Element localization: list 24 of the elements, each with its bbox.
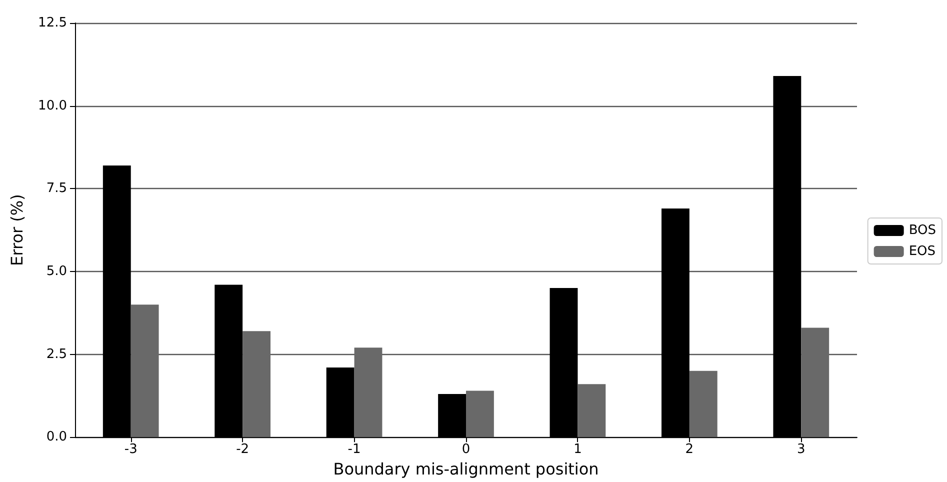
y-tick-label: 2.5 <box>46 346 67 362</box>
y-tick-label: 12.5 <box>38 16 67 30</box>
y-axis-title: Error (%) <box>8 194 26 266</box>
y-tick-label: 5.0 <box>46 264 67 279</box>
legend-label: BOS <box>908 223 936 238</box>
x-axis-title: Boundary mis-alignment position <box>333 460 599 478</box>
x-tick-label: -1 <box>348 442 361 458</box>
bar <box>242 331 270 438</box>
x-tick-label: 0 <box>462 442 470 458</box>
x-tick-label: 3 <box>797 442 806 458</box>
x-tick-label: 1 <box>574 442 582 458</box>
bar <box>689 370 718 438</box>
x-tick-label: -2 <box>236 442 250 458</box>
y-tick-label: 7.5 <box>46 181 67 196</box>
y-tick-label: 10.0 <box>38 98 67 114</box>
bar <box>354 348 382 438</box>
bar <box>578 384 606 438</box>
bar <box>130 304 159 438</box>
bar <box>801 328 830 438</box>
y-tick-label: 0.0 <box>46 430 67 445</box>
bar <box>466 390 494 438</box>
legend-label: EOS <box>908 244 936 259</box>
x-tick-label: -3 <box>124 442 138 458</box>
x-tick-label: 2 <box>685 442 694 458</box>
